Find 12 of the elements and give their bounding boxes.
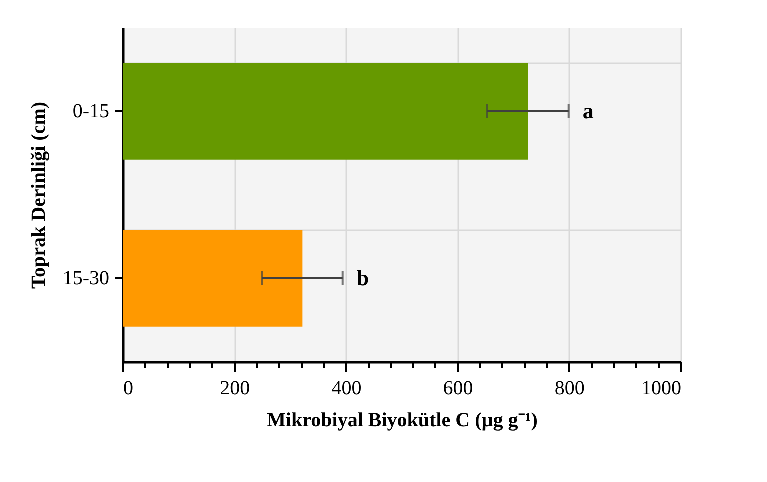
x-tick-label: 800 [554,378,585,400]
x-tick-label: 1000 [642,378,682,400]
annotation: a [582,98,594,124]
annotation: b [356,266,370,290]
y-tick-label: 15-30 [62,268,110,290]
x-tick-label: 0 [124,378,134,400]
x-axis-title: Mikrobiyal Biyokütle C (µg g⁻¹) [267,410,538,432]
x-tick-label: 400 [332,378,362,400]
x-tick-label: 600 [443,378,474,400]
y-tick-label: 0-15 [72,100,110,122]
x-tick-label: 200 [220,378,250,400]
y-axis-title: Toprak Derinliği (cm) [28,102,50,290]
